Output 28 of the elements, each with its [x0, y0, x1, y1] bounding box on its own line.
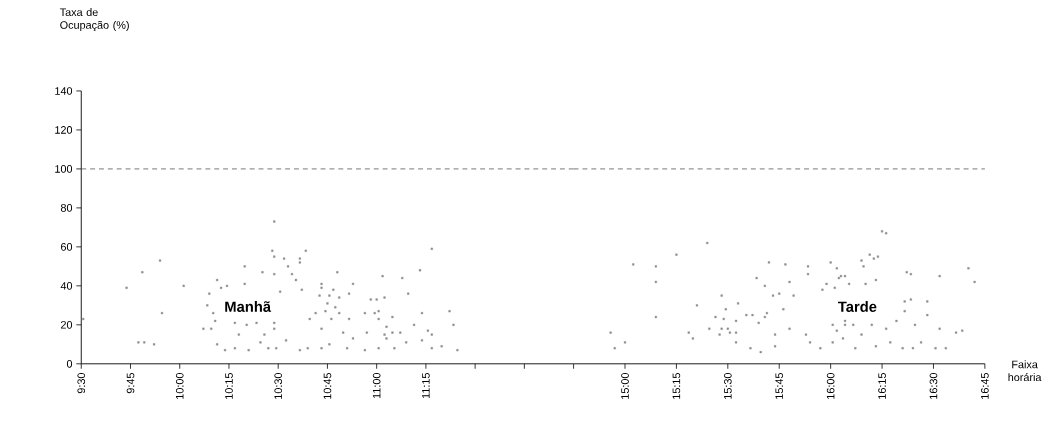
- y-tick-label: 140: [55, 87, 73, 95]
- x-tick-label: 11:00: [372, 372, 381, 398]
- x-tick-label: 15:00: [621, 372, 629, 399]
- x-tick-label: 10:45: [323, 372, 332, 399]
- y-tick-label: 100: [55, 165, 73, 173]
- y-tick-label: 60: [61, 242, 73, 251]
- x-tick-label: 10:15: [225, 372, 233, 399]
- x-tick-label: 9:45: [126, 372, 135, 394]
- x-tick-label: 16:30: [929, 372, 938, 399]
- x-tick-label: 10:00: [175, 372, 184, 399]
- y-axis-title: Taxa de Ocupação (%): [59, 8, 129, 31]
- x-tick-label: 9:30: [77, 372, 86, 394]
- annotation: Tarde: [837, 301, 877, 312]
- y-tick-label: 120: [55, 126, 73, 134]
- x-tick-label: 15:45: [775, 372, 784, 399]
- y-tick-label: 40: [60, 281, 73, 290]
- x-axis-title: Faixa horária: [1008, 360, 1042, 382]
- x-tick-label: 16:15: [878, 372, 886, 399]
- x-tick-label: 11:15: [422, 372, 430, 398]
- x-tick-label: 15:30: [724, 372, 732, 399]
- x-tick-label: 15:15: [672, 372, 681, 399]
- y-tick-label: 80: [60, 204, 73, 212]
- x-tick-label: 10:30: [274, 372, 283, 399]
- y-tick-label: 0: [66, 359, 73, 368]
- y-tick-label: 20: [61, 320, 73, 329]
- x-tick-label: 16:45: [981, 372, 989, 399]
- x-tick-label: 16:00: [826, 372, 835, 399]
- annotation: Manhã: [225, 301, 272, 312]
